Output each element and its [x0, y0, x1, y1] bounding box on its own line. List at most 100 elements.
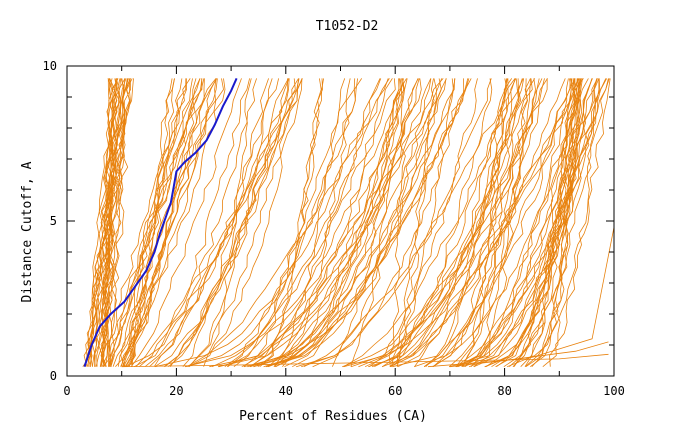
model-curve	[155, 78, 382, 368]
model-curve	[182, 78, 269, 367]
model-curve	[218, 78, 420, 368]
model-curve	[153, 78, 290, 367]
model-curve	[112, 78, 218, 367]
model-curve	[108, 78, 201, 367]
model-curve	[374, 78, 513, 368]
model-curve	[364, 78, 533, 368]
x-tick-label: 0	[63, 384, 70, 398]
model-curve	[128, 78, 203, 367]
model-curve	[432, 78, 545, 367]
model-curve	[134, 78, 250, 368]
model-curve	[423, 78, 571, 368]
model-curve	[464, 78, 531, 367]
model-curve	[90, 78, 126, 367]
model-curve	[169, 78, 299, 367]
model-curve	[267, 78, 393, 368]
model-curve	[282, 78, 402, 367]
low-model-curve	[427, 341, 609, 368]
model-curve	[218, 78, 422, 368]
model-curve	[358, 78, 548, 368]
model-curve	[184, 78, 400, 368]
model-curve	[473, 78, 598, 368]
model-curve	[432, 78, 520, 368]
low-model-curves	[121, 227, 615, 368]
model-curve	[100, 78, 131, 367]
model-curve	[343, 78, 580, 368]
model-curve	[247, 78, 455, 368]
model-curve	[209, 78, 432, 368]
model-curve	[243, 78, 323, 368]
model-curve	[266, 78, 442, 368]
y-axis-ticks: 0 5 10	[43, 59, 614, 383]
model-curve	[188, 78, 303, 368]
model-curve	[463, 78, 593, 368]
model-curve	[456, 78, 583, 368]
model-curve	[84, 78, 129, 367]
model-curve	[250, 78, 381, 368]
x-tick-label: 100	[603, 384, 625, 398]
model-curve	[507, 78, 611, 368]
model-curve	[249, 78, 447, 368]
model-curve	[350, 78, 403, 367]
highlight-curve	[83, 77, 238, 368]
model-curve	[396, 78, 454, 367]
model-curve	[455, 78, 578, 368]
x-tick-label: 60	[388, 384, 402, 398]
y-axis-label: Distance Cutoff, A	[20, 161, 35, 302]
low-model-curve	[121, 353, 609, 368]
model-curve	[423, 78, 507, 368]
model-curve	[284, 78, 407, 368]
model-curve	[123, 78, 217, 367]
model-curve	[253, 78, 469, 368]
model-curve	[485, 78, 600, 368]
x-tick-label: 80	[497, 384, 511, 398]
model-curve	[164, 78, 303, 368]
y-tick-label: 0	[50, 369, 57, 383]
model-curve	[485, 78, 593, 368]
model-curve	[265, 78, 472, 368]
model-curve	[125, 78, 257, 368]
low-model-curve	[449, 227, 615, 368]
model-curve	[88, 78, 122, 367]
model-curve	[512, 78, 578, 367]
model-curve	[186, 78, 389, 368]
model-curve	[388, 78, 406, 367]
model-curve	[301, 78, 465, 368]
model-curve	[312, 78, 432, 368]
model-curve	[163, 78, 290, 368]
model-curve	[449, 78, 528, 367]
model-curve	[259, 78, 322, 368]
model-curve	[470, 78, 531, 367]
model-curve	[342, 78, 543, 368]
model-curve	[110, 78, 127, 367]
model-curve	[224, 78, 396, 368]
model-curve	[397, 78, 576, 368]
model-curve	[273, 78, 346, 367]
model-curve	[396, 78, 437, 367]
model-curve	[449, 78, 607, 368]
model-curve	[131, 78, 183, 367]
model-curve	[343, 78, 517, 368]
model-curve	[368, 78, 523, 368]
plot-area	[82, 77, 615, 368]
model-curve	[350, 78, 584, 368]
model-curve	[295, 78, 492, 368]
model-curve	[263, 78, 470, 368]
model-curve	[332, 78, 400, 367]
model-curve	[226, 78, 444, 368]
model-curve	[233, 78, 363, 368]
x-axis-label: Percent of Residues (CA)	[239, 409, 427, 424]
model-curve	[275, 78, 405, 368]
model-curve	[257, 78, 324, 368]
model-curve	[456, 78, 608, 368]
model-curve	[368, 78, 478, 368]
model-curve	[110, 78, 205, 367]
model-curve	[185, 78, 358, 368]
model-curve	[461, 78, 536, 367]
model-curve	[455, 78, 522, 367]
model-curve	[243, 78, 447, 368]
model-curve	[268, 78, 443, 368]
x-axis-ticks: 0 20 40 60 80 100	[63, 66, 625, 398]
model-curve	[154, 78, 289, 368]
